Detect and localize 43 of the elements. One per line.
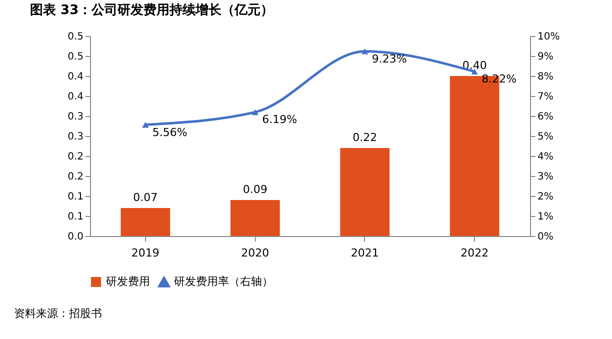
legend-label: 研发费用率（右轴） xyxy=(174,275,273,288)
y2-tick-label: 2% xyxy=(538,192,554,202)
y2-tick-label: 6% xyxy=(538,112,554,122)
data-label: 0.09 xyxy=(242,183,268,196)
point xyxy=(252,109,258,116)
data-label: 5.56% xyxy=(152,126,188,139)
y-tick-label: 0.0 xyxy=(68,232,84,242)
y-tick-label: 0.3 xyxy=(68,132,84,142)
y-tick-label: 0.5 xyxy=(68,52,84,62)
y-tick-label: 0.4 xyxy=(68,72,84,82)
x-tick-label: 2022 xyxy=(460,246,489,260)
data-label: 0.22 xyxy=(352,131,378,144)
chart-title: 图表 33：公司研发费用持续增长（亿元） xyxy=(30,3,274,18)
y2-tick-label: 4% xyxy=(538,152,554,162)
y2-tick-label: 8% xyxy=(538,72,554,82)
text: 资料来源：招股书 xyxy=(14,307,103,321)
y2-tick-label: 10% xyxy=(538,32,560,42)
y-tick-label: 0.2 xyxy=(68,152,84,162)
y2-tick-label: 5% xyxy=(538,132,554,142)
y-tick-label: 0.1 xyxy=(68,212,84,222)
y-tick-label: 0.3 xyxy=(68,112,84,122)
x-tick-label: 2019 xyxy=(131,246,160,260)
y2-tick-label: 0% xyxy=(538,232,554,242)
y-tick-label: 0.2 xyxy=(68,172,84,182)
x-tick-label: 2020 xyxy=(241,246,270,260)
y2-tick-label: 7% xyxy=(538,92,554,102)
bar xyxy=(120,208,170,236)
data-label: 0.40 xyxy=(462,59,487,72)
point xyxy=(362,48,368,54)
bar xyxy=(340,148,390,236)
y2-tick-label: 1% xyxy=(538,212,554,222)
y-tick-label: 0.5 xyxy=(68,32,84,42)
y2-tick-label: 3% xyxy=(538,172,554,182)
data-label: 6.19% xyxy=(262,113,298,126)
legend-label: 研发费用 xyxy=(106,275,150,288)
y-tick-label: 0.1 xyxy=(68,192,84,202)
data-label: 9.23% xyxy=(372,52,407,66)
y2-tick-label: 9% xyxy=(538,52,554,62)
x-tick-label: 2021 xyxy=(350,246,379,260)
data-label: 0.07 xyxy=(133,191,158,204)
bar xyxy=(230,200,280,236)
point xyxy=(142,122,149,128)
y-tick-label: 0.4 xyxy=(68,92,84,102)
